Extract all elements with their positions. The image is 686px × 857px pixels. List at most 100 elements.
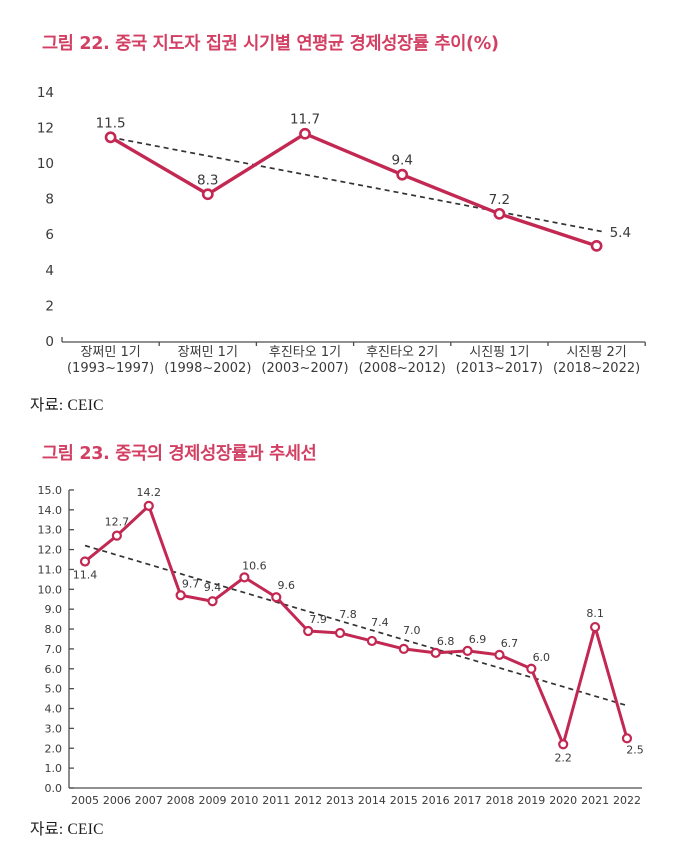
x-axis-label: 2006: [103, 794, 131, 807]
x-axis-label: 2021: [581, 794, 609, 807]
data-point: [239, 572, 250, 583]
x-axis-label: 2019: [517, 794, 545, 807]
x-axis-label: (2003~2007): [261, 361, 348, 376]
x-axis-label: (1993~1997): [67, 361, 154, 376]
value-label: 9.4: [204, 581, 222, 594]
data-point: [303, 625, 314, 637]
y-axis-label: 2: [45, 298, 54, 314]
value-label: 11.5: [96, 115, 126, 131]
figure22-title: 그림 22. 중국 지도자 집권 시기별 연평균 경제성장률 추이(%): [42, 34, 499, 54]
data-point: [430, 647, 441, 658]
y-axis-label: 10.0: [38, 583, 63, 596]
data-point: [462, 645, 473, 656]
x-axis-label: 2008: [167, 794, 195, 807]
value-label: 12.7: [105, 516, 130, 529]
y-axis-label: 14: [37, 85, 54, 101]
data-point: [494, 649, 505, 660]
value-label: 6.8: [437, 635, 455, 648]
value-label: 7.8: [339, 608, 357, 621]
data-point: [79, 556, 91, 567]
x-axis-label: 2013: [326, 794, 354, 807]
y-axis-label: 10: [37, 156, 54, 172]
data-point: [493, 207, 506, 220]
value-label: 10.6: [242, 559, 267, 572]
y-axis-label: 0: [45, 334, 54, 350]
data-point: [175, 590, 186, 601]
y-axis-label: 6: [45, 227, 54, 243]
x-axis-label: 장쩌민 1기: [80, 345, 140, 360]
y-axis-label: 14.0: [38, 504, 63, 517]
x-axis-label: 시진핑 2기: [566, 345, 626, 360]
x-axis-label: 2015: [390, 794, 418, 807]
y-axis-label: 11.0: [38, 563, 63, 576]
y-axis-label: 9.0: [45, 603, 63, 616]
x-axis-label: 장쩌민 1기: [178, 345, 238, 360]
series-line: [108, 132, 599, 248]
y-axis-label: 4: [45, 263, 54, 279]
y-axis-label: 15.0: [38, 484, 63, 497]
value-label: 2.5: [626, 743, 644, 756]
value-label: 11.7: [290, 112, 320, 128]
value-label: 14.2: [137, 486, 162, 499]
trend-line: [110, 136, 603, 233]
x-axis-label: 2010: [230, 794, 258, 807]
x-axis-label: 2018: [485, 794, 513, 807]
y-axis-label: 5.0: [45, 683, 63, 696]
y-axis-label: 12: [37, 120, 54, 136]
figure22-source: 자료: CEIC: [30, 397, 104, 414]
x-axis-label: (2008~2012): [359, 361, 446, 376]
y-axis-label: 7.0: [45, 643, 63, 656]
data-point: [299, 127, 311, 140]
data-point: [143, 500, 154, 511]
figure23-line-chart: 0.0 1.0 2.0 3.0 4.0 5.0 6.0 7.0 8.0 9.0 10.0 11.0 12…: [38, 484, 644, 807]
value-label: 9.4: [391, 153, 412, 169]
x-axis-label: 2020: [549, 794, 577, 807]
x-axis-label: 2007: [135, 794, 163, 807]
data-point: [366, 635, 378, 647]
value-label: 7.2: [489, 192, 510, 208]
x-axis-label: 2014: [358, 794, 386, 807]
y-axis-label: 12.0: [38, 544, 63, 557]
data-point: [207, 596, 218, 607]
x-axis-label: 2016: [422, 794, 450, 807]
data-point: [526, 663, 537, 674]
data-point: [589, 621, 601, 633]
y-axis-label: 0.0: [45, 782, 63, 795]
value-label: 9.7: [182, 577, 200, 590]
x-axis-label: 시진핑 1기: [469, 345, 529, 360]
data-point: [558, 739, 569, 750]
y-axis-label: 13.0: [38, 524, 63, 537]
y-axis-label: 3.0: [45, 722, 63, 735]
x-axis-label: (1998~2002): [164, 361, 251, 376]
x-axis-label: 2022: [613, 794, 641, 807]
x-axis-label: 2011: [262, 794, 290, 807]
data-point: [201, 188, 214, 201]
value-label: 8.3: [197, 172, 218, 188]
x-axis-label: 2017: [454, 794, 482, 807]
trend-line: [84, 544, 628, 707]
value-label: 6.7: [501, 637, 519, 650]
value-label: 6.0: [533, 651, 551, 664]
data-point: [398, 643, 409, 655]
value-label: 5.4: [610, 225, 631, 241]
x-axis-label: (2018~2022): [553, 361, 640, 376]
y-axis-label: 1.0: [45, 762, 63, 775]
series-line: [83, 504, 629, 746]
value-label: 9.6: [278, 579, 296, 592]
data-point: [334, 627, 346, 639]
x-axis-label: (2013~2017): [456, 361, 543, 376]
y-axis-label: 6.0: [45, 663, 63, 676]
data-point: [104, 131, 117, 144]
figure23-source: 자료: CEIC: [30, 821, 104, 838]
axis-lines: [61, 337, 646, 346]
value-label: 8.1: [586, 607, 604, 620]
y-axis-label: 2.0: [45, 742, 63, 755]
x-axis-label: 2009: [199, 794, 227, 807]
data-point: [111, 530, 122, 541]
data-point: [590, 239, 603, 252]
x-axis-label: 후진타오 1기: [269, 345, 341, 360]
value-label: 2.2: [554, 751, 572, 764]
data-point: [621, 733, 633, 744]
value-label: 7.9: [309, 613, 327, 626]
